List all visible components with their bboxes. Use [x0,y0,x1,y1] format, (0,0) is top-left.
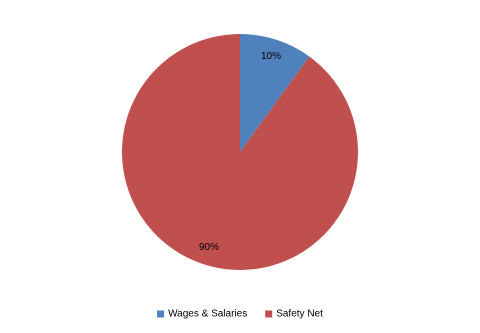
legend-swatch [157,310,165,318]
legend-label: Safety Net [276,309,323,320]
legend-swatch [265,310,273,318]
legend-label: Wages & Salaries [168,309,247,320]
data-label: 10% [261,51,281,62]
pie-slice [122,34,358,270]
data-label: 90% [199,242,219,253]
pie-slice [240,34,310,152]
